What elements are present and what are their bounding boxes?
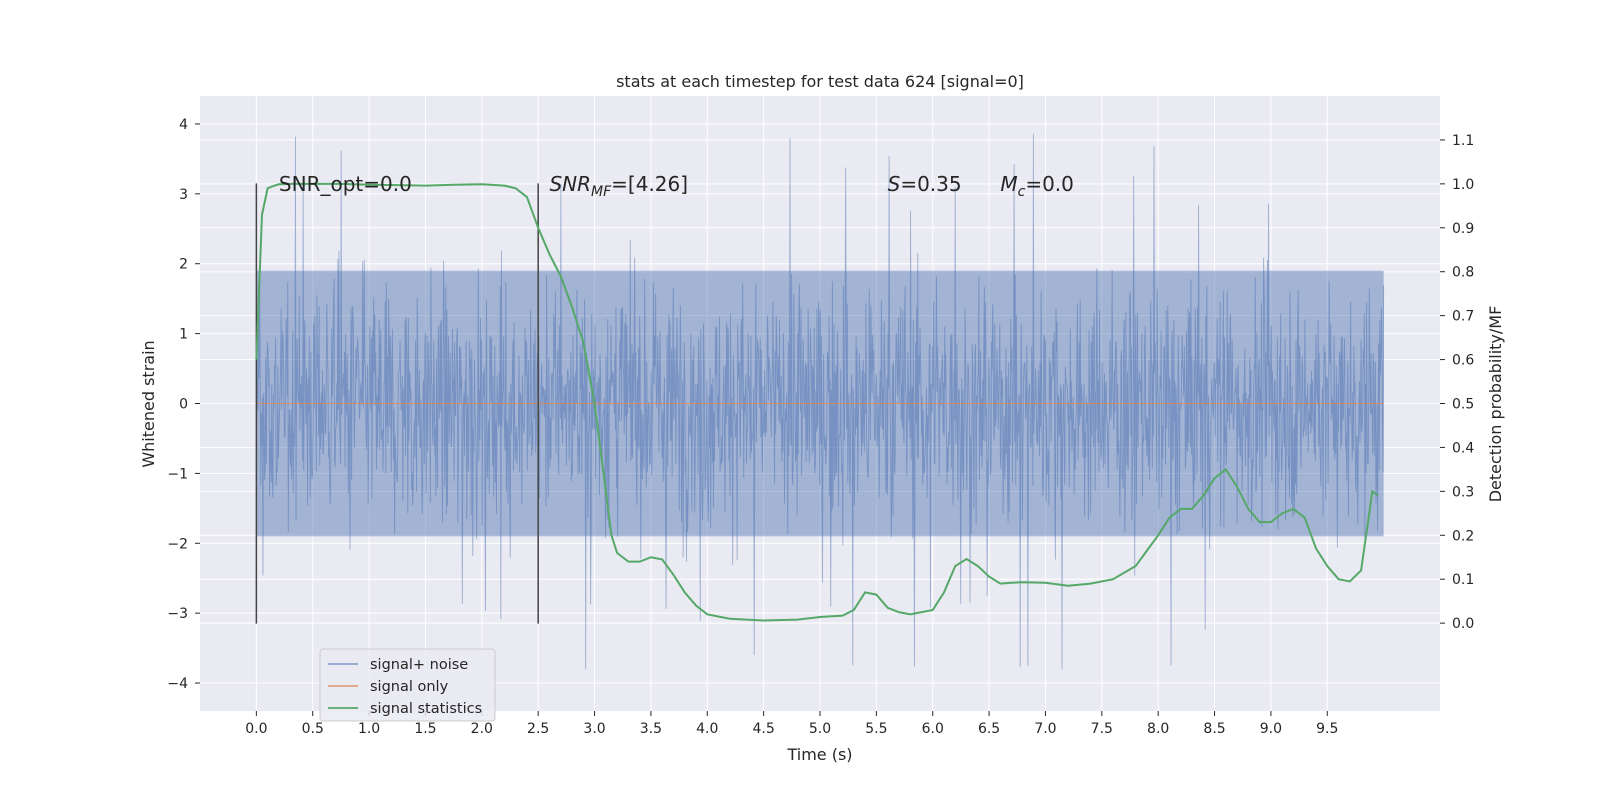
annotation-3: Mc=0.0 <box>1000 172 1074 200</box>
annotation-1: SNRMF=[4.26] <box>549 172 688 200</box>
y-tick-label-left: −4 <box>167 676 188 692</box>
x-tick-label: 1.0 <box>358 721 380 737</box>
x-axis-label: Time (s) <box>786 745 852 764</box>
x-tick-label: 8.0 <box>1147 721 1169 737</box>
x-tick-label: 7.0 <box>1034 721 1056 737</box>
legend-box <box>319 648 496 722</box>
y-tick-label-left: 3 <box>179 187 188 203</box>
y-tick-label-right: 0.8 <box>1452 265 1474 281</box>
y-tick-label-right: 0.1 <box>1452 572 1474 588</box>
y-tick-label-left: 1 <box>179 327 188 343</box>
y-tick-label-left: 0 <box>179 397 188 413</box>
y-tick-label-right: 0.7 <box>1452 309 1474 325</box>
series-signal-statistics <box>255 182 1379 622</box>
annotation-0: SNR_opt=0.0 <box>279 172 412 196</box>
x-tick-label: 3.5 <box>640 721 662 737</box>
x-tick-label: 0.5 <box>302 721 324 737</box>
x-tick-label: 1.5 <box>414 721 436 737</box>
y-tick-label-right: 0.9 <box>1452 221 1474 237</box>
noise-trace <box>255 133 1385 670</box>
legend-label: signal only <box>370 679 449 695</box>
x-tick-label: 3.0 <box>583 721 605 737</box>
y-ticks-left: 4 3 2 1 0 −1 −2 −3 −4 <box>167 117 200 692</box>
x-ticks: 0.0 0.5 1.0 1.5 2.0 2.5 3.0 3.5 4.0 4.5 5.0 5.5 6.0 6… <box>245 711 1338 737</box>
x-tick-label: 6.0 <box>922 721 944 737</box>
y-tick-label-left: −2 <box>167 536 188 552</box>
legend-label: signal statistics <box>370 701 482 717</box>
x-tick-label: 8.5 <box>1203 721 1225 737</box>
x-tick-label: 9.0 <box>1260 721 1282 737</box>
x-tick-label: 2.5 <box>527 721 549 737</box>
y-tick-label-left: 4 <box>179 117 188 133</box>
x-tick-label: 5.5 <box>865 721 887 737</box>
y-tick-label-right: 0.6 <box>1452 353 1474 369</box>
annotations: SNR_opt=0.0 SNRMF=[4.26] S=0.35 Mc=0.0 <box>279 172 1074 200</box>
x-tick-label: 4.5 <box>753 721 775 737</box>
x-tick-label: 2.0 <box>471 721 493 737</box>
y-tick-label-right: 1.1 <box>1452 133 1474 149</box>
y-tick-label-right: 0.3 <box>1452 484 1474 500</box>
y-tick-label-left: 2 <box>179 257 188 273</box>
y-tick-label-right: 0.0 <box>1452 616 1474 632</box>
x-tick-label: 0.0 <box>245 721 267 737</box>
y-tick-label-right: 0.5 <box>1452 397 1474 413</box>
y-axis-label-right: Detection probability/MF <box>1486 306 1505 503</box>
vlines <box>255 183 539 624</box>
y-tick-label-right: 0.4 <box>1452 440 1474 456</box>
y-ticks-right: 1.1 1.0 0.9 0.8 0.7 0.6 0.5 0.4 0.3 0.2 0.1 0.0 <box>1440 133 1474 632</box>
y-axis-label-left: Whitened strain <box>139 340 158 467</box>
x-tick-label: 9.5 <box>1316 721 1338 737</box>
x-tick-label: 5.0 <box>809 721 831 737</box>
x-tick-label: 4.0 <box>696 721 718 737</box>
chart-title: stats at each timestep for test data 624… <box>616 72 1024 91</box>
legend-label: signal+ noise <box>370 657 468 673</box>
y-tick-label-right: 0.2 <box>1452 528 1474 544</box>
legend: signal+ noise signal only signal statistic… <box>319 648 496 722</box>
annotation-2: S=0.35 <box>888 172 962 196</box>
y-tick-label-left: −3 <box>167 606 188 622</box>
y-tick-label-left: −1 <box>167 466 188 482</box>
x-tick-label: 6.5 <box>978 721 1000 737</box>
x-tick-label: 7.5 <box>1091 721 1113 737</box>
y-tick-label-right: 1.0 <box>1452 177 1474 193</box>
